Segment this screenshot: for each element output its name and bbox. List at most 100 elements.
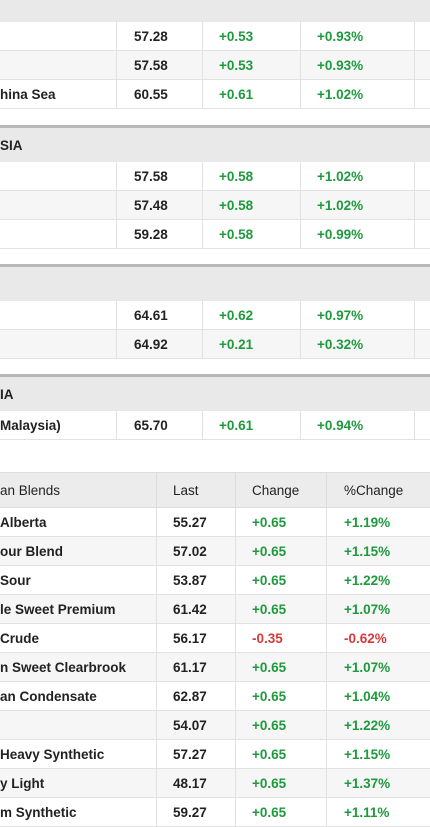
last-price: 57.27 bbox=[156, 740, 235, 769]
column-edge bbox=[414, 162, 430, 191]
column-header-last[interactable]: Last bbox=[156, 473, 235, 509]
last-price: 57.28 bbox=[116, 22, 202, 51]
section-header bbox=[0, 0, 430, 22]
percent-change: +1.11% bbox=[326, 798, 430, 827]
price-change: +0.58 bbox=[202, 162, 300, 191]
blend-name: hina Sea bbox=[0, 87, 56, 102]
percent-change: +1.02% bbox=[300, 191, 414, 220]
blend-name bbox=[0, 220, 116, 249]
table-row[interactable]: 57.48 +0.58 +1.02% bbox=[0, 191, 430, 220]
table-row[interactable]: 57.58 +0.58 +1.02% bbox=[0, 162, 430, 191]
blend-name: Heavy Synthetic bbox=[0, 747, 105, 762]
percent-change: +0.93% bbox=[300, 51, 414, 80]
blend-name: our Blend bbox=[0, 544, 63, 559]
blend-name bbox=[0, 330, 116, 359]
section-title: SIA bbox=[0, 138, 23, 153]
table-row[interactable]: 64.61 +0.62 +0.97% bbox=[0, 301, 430, 330]
blend-name bbox=[0, 191, 116, 220]
column-edge bbox=[414, 51, 430, 80]
blend-name bbox=[0, 22, 116, 51]
percent-change: +0.99% bbox=[300, 220, 414, 249]
price-change: +0.65 bbox=[235, 682, 326, 711]
column-edge bbox=[414, 22, 430, 51]
section-header: IA bbox=[0, 374, 430, 411]
table-row[interactable]: Heavy Synthetic 57.27 +0.65 +1.15% bbox=[0, 740, 430, 769]
last-price: 61.42 bbox=[156, 595, 235, 624]
last-price: 64.61 bbox=[116, 301, 202, 330]
last-price: 59.27 bbox=[156, 798, 235, 827]
blend-name bbox=[0, 162, 116, 191]
table-row[interactable]: Malaysia) 65.70 +0.61 +0.94% bbox=[0, 411, 430, 440]
blend-name: Crude bbox=[0, 631, 40, 646]
table-row[interactable]: 57.28 +0.53 +0.93% bbox=[0, 22, 430, 51]
last-price: 53.87 bbox=[156, 566, 235, 595]
table-row[interactable]: an Condensate 62.87 +0.65 +1.04% bbox=[0, 682, 430, 711]
price-change: +0.61 bbox=[202, 411, 300, 440]
blend-name: Sour bbox=[0, 573, 31, 588]
price-change: +0.65 bbox=[235, 798, 326, 827]
column-header-pct-change[interactable]: %Change bbox=[326, 473, 430, 509]
table-row[interactable]: 54.07 +0.65 +1.22% bbox=[0, 711, 430, 740]
table-row[interactable]: 59.28 +0.58 +0.99% bbox=[0, 220, 430, 249]
percent-change: +0.32% bbox=[300, 330, 414, 359]
price-change: +0.65 bbox=[235, 653, 326, 682]
percent-change: +0.97% bbox=[300, 301, 414, 330]
last-price: 54.07 bbox=[156, 711, 235, 740]
blend-name: Malaysia) bbox=[0, 418, 61, 433]
blend-name bbox=[0, 301, 116, 330]
price-change: -0.35 bbox=[235, 624, 326, 653]
table-row[interactable]: le Sweet Premium 61.42 +0.65 +1.07% bbox=[0, 595, 430, 624]
percent-change: +1.07% bbox=[326, 595, 430, 624]
section-header: SIA bbox=[0, 125, 430, 162]
last-price: 56.17 bbox=[156, 624, 235, 653]
last-price: 57.58 bbox=[116, 162, 202, 191]
blend-name: n Sweet Clearbrook bbox=[0, 660, 127, 675]
table-row[interactable]: hina Sea 60.55 +0.61 +1.02% bbox=[0, 80, 430, 109]
last-price: 59.28 bbox=[116, 220, 202, 249]
price-change: +0.65 bbox=[235, 769, 326, 798]
table-row[interactable]: 64.92 +0.21 +0.32% bbox=[0, 330, 430, 359]
column-edge bbox=[414, 301, 430, 330]
table-row[interactable]: 57.58 +0.53 +0.93% bbox=[0, 51, 430, 80]
blend-name: y Light bbox=[0, 776, 45, 791]
last-price: 62.87 bbox=[156, 682, 235, 711]
percent-change: +0.93% bbox=[300, 22, 414, 51]
last-price: 48.17 bbox=[156, 769, 235, 798]
blend-name bbox=[0, 711, 156, 740]
percent-change: +1.02% bbox=[300, 162, 414, 191]
percent-change: -0.62% bbox=[326, 624, 430, 653]
price-change: +0.61 bbox=[202, 80, 300, 109]
table-row[interactable]: n Sweet Clearbrook 61.17 +0.65 +1.07% bbox=[0, 653, 430, 682]
column-edge bbox=[414, 220, 430, 249]
column-header-change[interactable]: Change bbox=[235, 473, 326, 509]
last-price: 57.48 bbox=[116, 191, 202, 220]
table-row[interactable]: our Blend 57.02 +0.65 +1.15% bbox=[0, 537, 430, 566]
table-row[interactable]: Alberta 55.27 +0.65 +1.19% bbox=[0, 508, 430, 537]
table-row[interactable]: Sour 53.87 +0.65 +1.22% bbox=[0, 566, 430, 595]
blend-name bbox=[0, 51, 116, 80]
blend-name: m Synthetic bbox=[0, 805, 77, 820]
price-change: +0.65 bbox=[235, 711, 326, 740]
table-row[interactable]: Crude 56.17 -0.35 -0.62% bbox=[0, 624, 430, 653]
table-header: an Blends Last Change %Change bbox=[0, 472, 430, 509]
percent-change: +1.37% bbox=[326, 769, 430, 798]
table-row[interactable]: m Synthetic 59.27 +0.65 +1.11% bbox=[0, 798, 430, 827]
percent-change: +1.15% bbox=[326, 537, 430, 566]
percent-change: +0.94% bbox=[300, 411, 414, 440]
price-change: +0.65 bbox=[235, 566, 326, 595]
percent-change: +1.02% bbox=[300, 80, 414, 109]
column-edge bbox=[414, 80, 430, 109]
table-row[interactable]: y Light 48.17 +0.65 +1.37% bbox=[0, 769, 430, 798]
price-change: +0.65 bbox=[235, 595, 326, 624]
last-price: 64.92 bbox=[116, 330, 202, 359]
price-change: +0.58 bbox=[202, 220, 300, 249]
column-edge bbox=[414, 411, 430, 440]
column-header-name[interactable]: an Blends bbox=[0, 483, 61, 498]
column-edge bbox=[414, 330, 430, 359]
percent-change: +1.19% bbox=[326, 508, 430, 537]
price-change: +0.21 bbox=[202, 330, 300, 359]
price-change: +0.65 bbox=[235, 508, 326, 537]
price-change: +0.53 bbox=[202, 22, 300, 51]
percent-change: +1.15% bbox=[326, 740, 430, 769]
price-change: +0.53 bbox=[202, 51, 300, 80]
